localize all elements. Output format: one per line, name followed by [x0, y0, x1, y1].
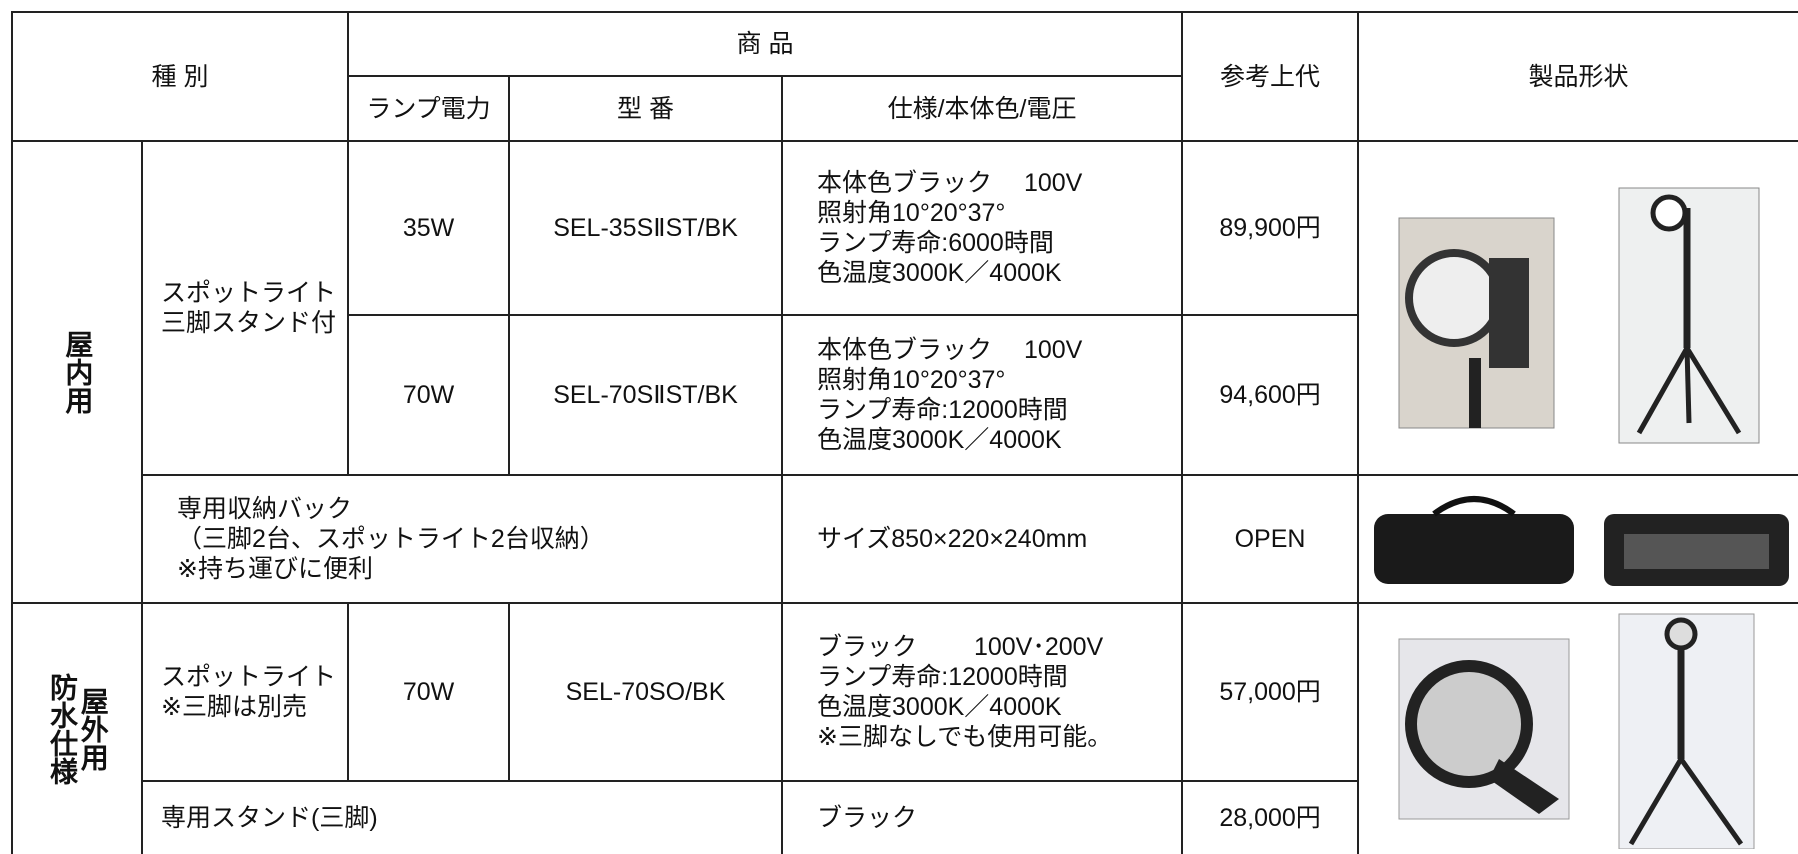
- group-cell: 屋内用: [11, 140, 143, 604]
- header-cell: 商 品: [347, 11, 1184, 77]
- spec-cell: 本体色ブラック 100V 照射角10°20°37° ランプ寿命:12000時間 …: [781, 314, 1184, 476]
- name-line: 専用収納バック: [177, 495, 353, 523]
- name-line: ※持ち運びに便利: [177, 555, 373, 583]
- spec-line: 色温度3000K／4000K: [817, 693, 1062, 721]
- wattage: 70W: [347, 314, 511, 476]
- name-line: スポットライト: [161, 663, 337, 691]
- spec-line: ランプ寿命:12000時間: [817, 663, 1068, 691]
- header-cell: 参考上代: [1181, 11, 1360, 142]
- photo-cell: [1357, 140, 1798, 476]
- name-line: ※三脚は別売: [161, 693, 307, 721]
- wattage: 35W: [347, 140, 511, 316]
- header-cell: 製品形状: [1357, 11, 1798, 142]
- price: 57,000円: [1181, 602, 1360, 782]
- group-label: 屋外用 防水仕様: [46, 673, 109, 785]
- name-line: 三脚スタンド付: [161, 309, 337, 337]
- spec-line: ランプ寿命:6000時間: [817, 229, 1054, 257]
- name-line: スポットライト: [161, 279, 337, 307]
- spec-line: 照射角10°20°37°: [817, 199, 1006, 227]
- model: SEL-70SⅡST/BK: [508, 314, 784, 476]
- group-label-line: 防水仕様: [47, 673, 78, 785]
- spec-line: 色温度3000K／4000K: [817, 259, 1062, 287]
- model: SEL-70SO/BK: [508, 602, 784, 782]
- name-line: （三脚2台、スポットライト2台収納）: [177, 525, 605, 553]
- model: SEL-35SⅡST/BK: [508, 140, 784, 316]
- spec-line: 本体色ブラック 100V: [817, 336, 1083, 364]
- name: 専用スタンド(三脚): [140, 780, 784, 854]
- price: 89,900円: [1181, 140, 1360, 316]
- price: 28,000円: [1181, 780, 1360, 854]
- spec-cell: ブラック 100V･200V ランプ寿命:12000時間 色温度3000K／40…: [781, 602, 1184, 782]
- table-wrap: 種 別 商 品 参考上代 製品形状 ランプ電力 型 番 仕様/本体色/電圧 屋内…: [11, 11, 1798, 854]
- name-cell: スポットライト ※三脚は別売: [140, 602, 350, 782]
- photo: [1398, 187, 1760, 444]
- spec: サイズ850×220×240mm: [781, 474, 1184, 604]
- price: OPEN: [1181, 474, 1360, 604]
- group-cell: 屋外用 防水仕様: [11, 602, 143, 854]
- header-cell: 型 番: [508, 75, 784, 142]
- photo: [1398, 613, 1755, 849]
- photo-cell: [1357, 474, 1798, 604]
- spec: ブラック: [781, 780, 1184, 854]
- spec-line: 照射角10°20°37°: [817, 366, 1006, 394]
- header-cell: 種 別: [11, 11, 350, 142]
- header-cell: 仕様/本体色/電圧: [781, 75, 1184, 142]
- spec-cell: 本体色ブラック 100V 照射角10°20°37° ランプ寿命:6000時間 色…: [781, 140, 1184, 316]
- group-label: 屋内用: [62, 330, 94, 414]
- spec-line: ブラック 100V･200V: [817, 633, 1104, 661]
- photo: [1373, 496, 1789, 586]
- price: 94,600円: [1181, 314, 1360, 476]
- photo-cell: [1357, 602, 1798, 854]
- name-cell: 専用収納バック （三脚2台、スポットライト2台収納） ※持ち運びに便利: [140, 474, 784, 604]
- spec-line: ランプ寿命:12000時間: [817, 396, 1068, 424]
- spec-line: 本体色ブラック 100V: [817, 169, 1083, 197]
- spec-line: ※三脚なしでも使用可能。: [817, 723, 1113, 751]
- wattage: 70W: [347, 602, 511, 782]
- name-cell: スポットライト 三脚スタンド付: [140, 140, 350, 476]
- spec-line: 色温度3000K／4000K: [817, 426, 1062, 454]
- product-table: 種 別 商 品 参考上代 製品形状 ランプ電力 型 番 仕様/本体色/電圧 屋内…: [11, 11, 1798, 854]
- header-cell: ランプ電力: [347, 75, 511, 142]
- group-label-line: 屋外用: [77, 687, 109, 771]
